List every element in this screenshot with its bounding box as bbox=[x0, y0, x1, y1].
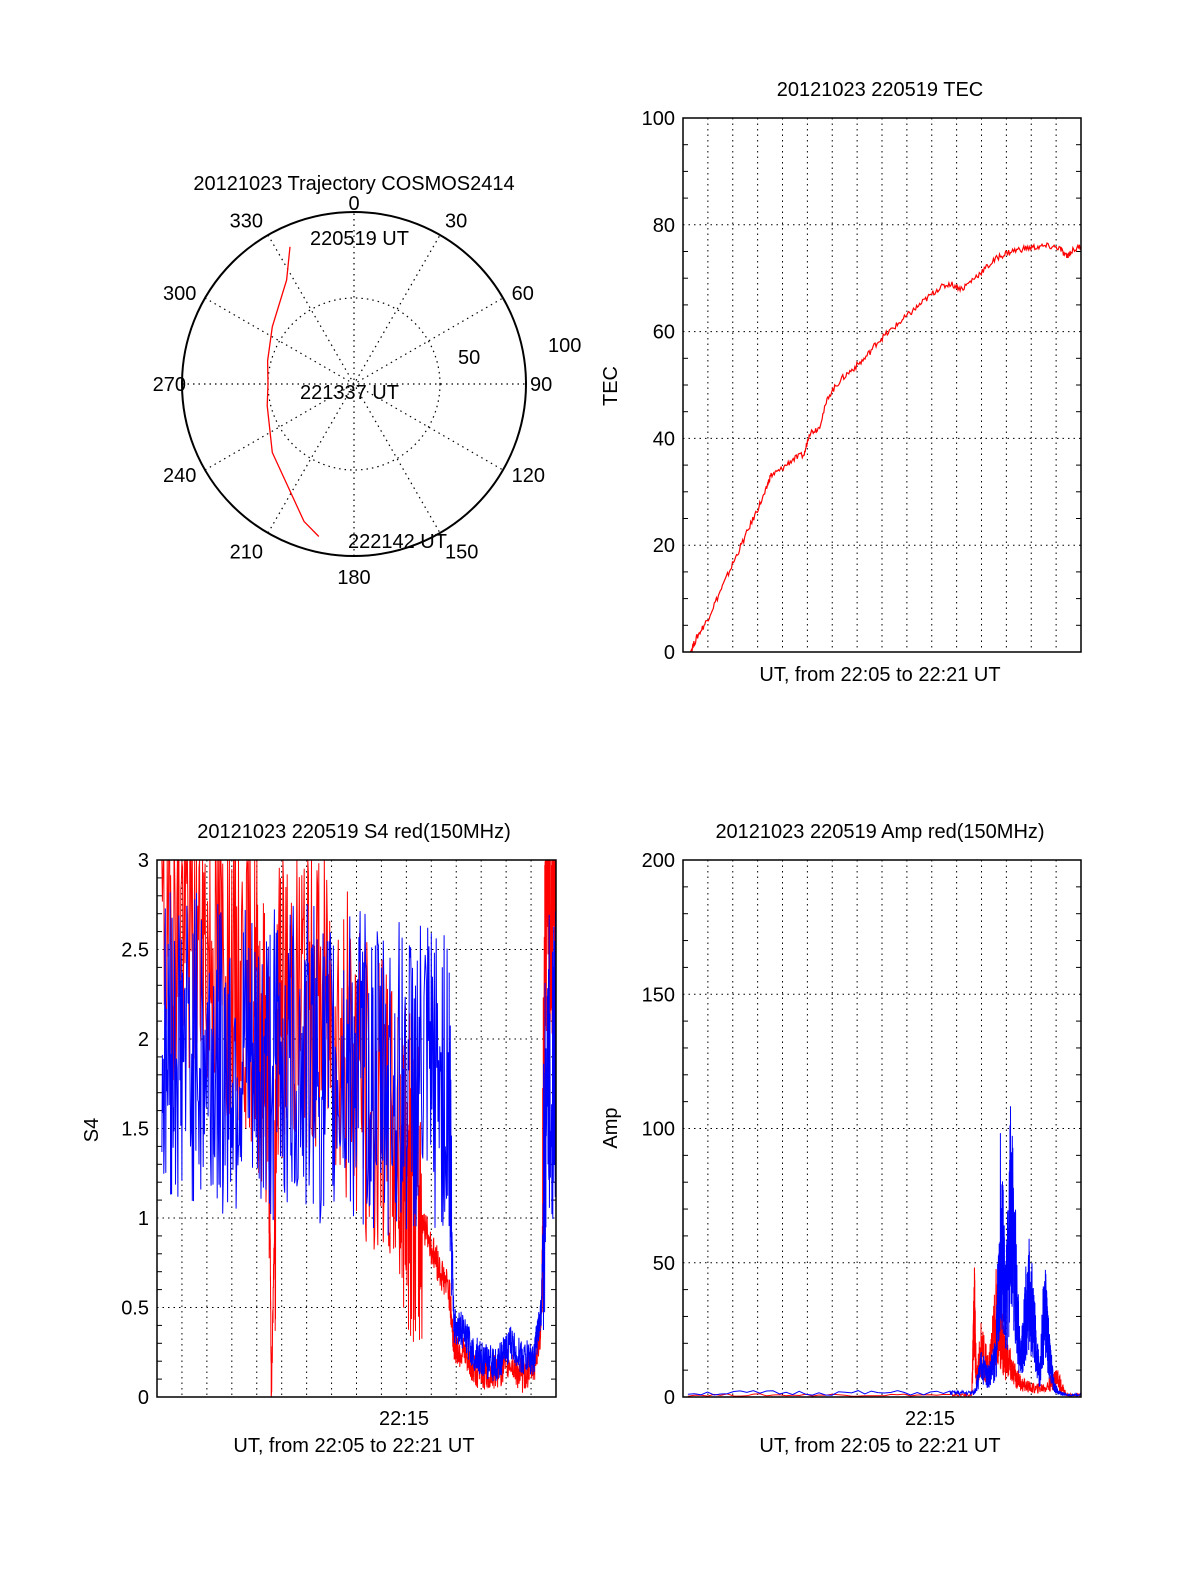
polar-angle-label-120: 120 bbox=[512, 465, 545, 487]
polar-trajectory-line bbox=[266, 246, 320, 537]
polar-angle-label-300: 300 bbox=[163, 283, 196, 305]
polar-angle-label-270: 270 bbox=[153, 374, 186, 396]
amp-ytick-50: 50 bbox=[653, 1253, 675, 1275]
tec-panel: 20121023 220519 TEC UT, from 22:05 to 22… bbox=[600, 79, 1082, 686]
polar-angle-label-210: 210 bbox=[230, 542, 263, 564]
s4-ylabel: S4 bbox=[81, 1118, 103, 1142]
polar-angle-label-90: 90 bbox=[530, 374, 552, 396]
amp-ytick-0: 0 bbox=[664, 1387, 675, 1409]
amp-plot-frame bbox=[682, 859, 1082, 1398]
s4-panel: 20121023 220519 S4 red(150MHz) 22:15 UT,… bbox=[81, 821, 557, 1457]
tec-series-TEC bbox=[689, 242, 1082, 654]
polar-radius-label-50: 50 bbox=[458, 347, 480, 369]
s4-ytick-1.5: 1.5 bbox=[121, 1119, 149, 1141]
tec-xlabel: UT, from 22:05 to 22:21 UT bbox=[759, 664, 1000, 686]
tec-plot-frame bbox=[682, 117, 1082, 653]
s4-ytick-3: 3 bbox=[138, 850, 149, 872]
tec-ytick-40: 40 bbox=[653, 428, 675, 450]
amp-xtick-2215: 22:15 bbox=[905, 1408, 955, 1430]
s4-ytick-0: 0 bbox=[138, 1387, 149, 1409]
amp-title: 20121023 220519 Amp red(150MHz) bbox=[715, 821, 1044, 843]
polar-angle-label-0: 0 bbox=[348, 193, 359, 215]
polar-angle-label-150: 150 bbox=[445, 542, 478, 564]
amp-ytick-150: 150 bbox=[642, 984, 675, 1006]
polar-title: 20121023 Trajectory COSMOS2414 bbox=[193, 173, 514, 195]
tec-ytick-60: 60 bbox=[653, 322, 675, 344]
tec-ytick-0: 0 bbox=[664, 642, 675, 664]
polar-angle-label-330: 330 bbox=[230, 210, 263, 232]
s4-ytick-labels: 0 0.5 1 1.5 2 2.5 3 bbox=[121, 850, 149, 1409]
s4-ytick-1: 1 bbox=[138, 1208, 149, 1230]
tec-ytick-80: 80 bbox=[653, 215, 675, 237]
s4-ytick-0.5: 0.5 bbox=[121, 1298, 149, 1320]
polar-grid bbox=[181, 211, 527, 557]
amp-ytick-labels: 0 50 100 150 200 bbox=[642, 850, 675, 1409]
polar-annotation-start: 220519 UT bbox=[310, 228, 409, 250]
polar-angle-label-60: 60 bbox=[512, 283, 534, 305]
tec-ytick-labels: 0 20 40 60 80 100 bbox=[642, 108, 675, 664]
tec-ylabel: TEC bbox=[600, 366, 622, 406]
s4-xtick-2215: 22:15 bbox=[379, 1408, 429, 1430]
polar-annotation-mid: 221337 UT bbox=[300, 382, 399, 404]
s4-ytick-2: 2 bbox=[138, 1029, 149, 1051]
s4-title: 20121023 220519 S4 red(150MHz) bbox=[197, 821, 511, 843]
tec-ytick-100: 100 bbox=[642, 108, 675, 130]
amp-panel: 20121023 220519 Amp red(150MHz) 22:15 UT… bbox=[600, 821, 1082, 1457]
amp-series-blue bbox=[687, 1106, 1082, 1398]
polar-trajectory-panel: 20121023 Trajectory COSMOS2414 0 30 60 90 12… bbox=[153, 173, 582, 589]
s4-series-blue bbox=[161, 892, 557, 1382]
amp-ylabel: Amp bbox=[600, 1107, 622, 1148]
amp-xlabel: UT, from 22:05 to 22:21 UT bbox=[759, 1435, 1000, 1457]
polar-annotation-end: 222142 UT bbox=[348, 531, 447, 553]
polar-angle-label-240: 240 bbox=[163, 465, 196, 487]
amp-ytick-100: 100 bbox=[642, 1119, 675, 1141]
polar-angle-labels: 0 30 60 90 120 150 180 210 240 270 300 330 bbox=[153, 193, 553, 589]
polar-angle-label-30: 30 bbox=[445, 210, 467, 232]
polar-radius-label-100: 100 bbox=[548, 335, 581, 357]
tec-title: 20121023 220519 TEC bbox=[777, 79, 983, 101]
s4-ytick-2.5: 2.5 bbox=[121, 940, 149, 962]
amp-ytick-200: 200 bbox=[642, 850, 675, 872]
s4-xlabel: UT, from 22:05 to 22:21 UT bbox=[233, 1435, 474, 1457]
s4-plot-frame bbox=[156, 859, 557, 1398]
polar-angle-label-180: 180 bbox=[337, 567, 370, 589]
polar-spoke bbox=[267, 234, 441, 534]
tec-ytick-20: 20 bbox=[653, 535, 675, 557]
